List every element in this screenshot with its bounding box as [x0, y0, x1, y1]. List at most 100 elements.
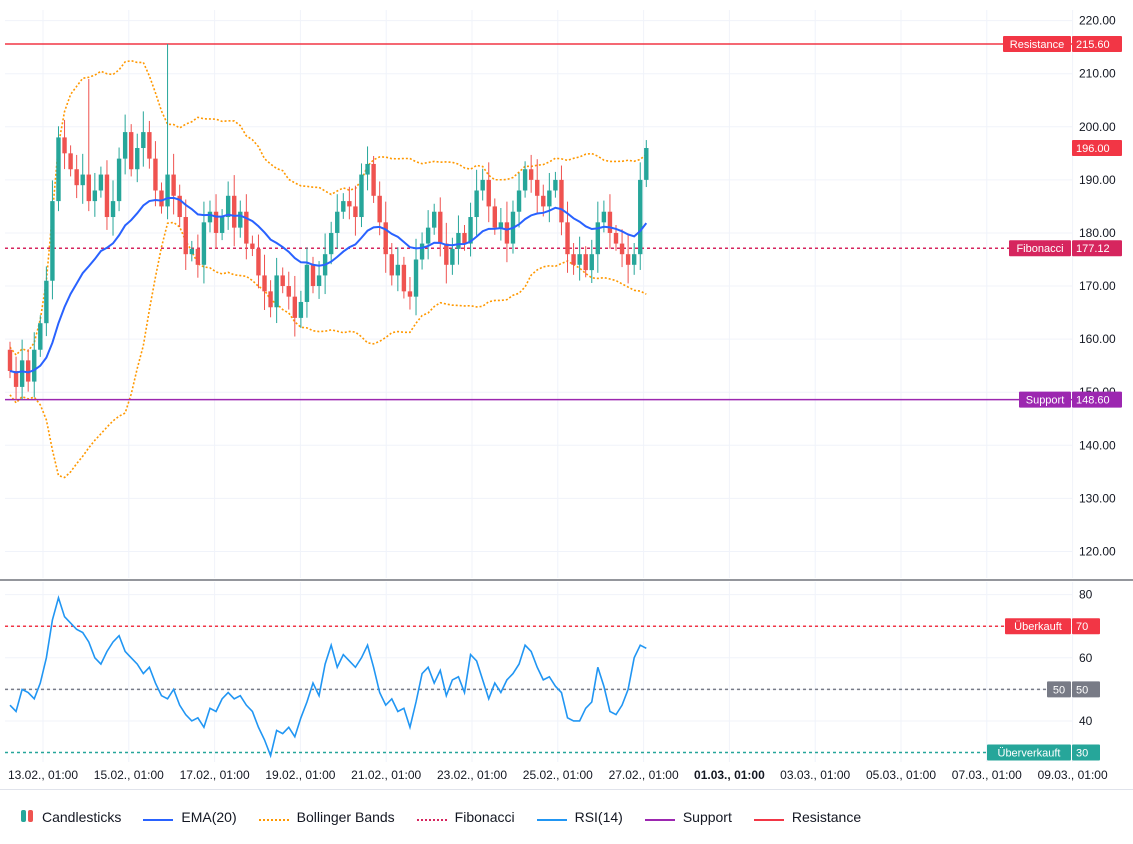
candle-body	[110, 201, 116, 218]
candle-body	[444, 243, 449, 265]
candle-body	[189, 248, 194, 255]
candle-body	[298, 301, 304, 318]
candle-body	[62, 137, 67, 154]
legend-item[interactable]: EMA(20)	[143, 809, 237, 825]
legend-item[interactable]: Support	[644, 809, 732, 825]
candle-body	[377, 195, 382, 223]
legend-item[interactable]: Fibonacci	[416, 809, 515, 825]
candle-body	[225, 195, 231, 218]
candle-body	[619, 243, 625, 255]
candle-body	[432, 211, 437, 228]
rsi-line	[9, 594, 647, 759]
candle-body	[292, 296, 298, 318]
fibonacci-name-bg	[1009, 240, 1071, 257]
candle-body	[74, 169, 79, 186]
price-tick-label: 140.00	[1079, 438, 1116, 452]
candle-body	[571, 254, 576, 265]
oversold-name-bg	[987, 744, 1071, 761]
legend-label: RSI(14)	[574, 809, 623, 825]
line-swatch-icon	[416, 809, 447, 825]
candle-body	[38, 323, 43, 350]
candle-body	[238, 211, 243, 228]
candle-body	[547, 190, 552, 207]
x-tick-label: 13.02., 01:00	[8, 768, 78, 782]
ema-line	[9, 196, 648, 374]
candle-body	[92, 190, 98, 202]
x-tick-label: 19.02., 01:00	[265, 768, 335, 782]
candle-body	[207, 211, 213, 223]
ema-20-line	[9, 196, 648, 374]
candlesticks	[7, 43, 649, 400]
legend-item[interactable]: Candlesticks	[20, 808, 121, 827]
line-swatch-icon	[644, 809, 675, 825]
x-tick-label: 15.02., 01:00	[94, 768, 164, 782]
legend-label: Support	[682, 809, 732, 825]
candle-body	[438, 211, 443, 244]
candle-body	[250, 243, 255, 249]
candle-body	[516, 190, 522, 212]
grid	[5, 10, 1074, 762]
candle-body	[286, 286, 291, 297]
candle-body	[607, 211, 613, 233]
overbought-value-label: 70	[1076, 621, 1088, 633]
legend-item[interactable]: Bollinger Bands	[258, 809, 395, 825]
candle-body	[171, 174, 176, 196]
candle-body	[50, 201, 55, 281]
candle-body	[122, 132, 128, 159]
candle-body	[492, 206, 497, 228]
legend-label: Resistance	[791, 809, 862, 825]
bollinger-bands	[9, 59, 647, 479]
candle-body	[44, 280, 49, 324]
rsi-pane	[5, 594, 1072, 759]
midline-value-label: 50	[1076, 684, 1088, 696]
candle-body	[335, 211, 340, 233]
x-tick-label: 27.02., 01:00	[609, 768, 679, 782]
candle-body	[462, 232, 467, 244]
last-price-value-bg	[1072, 140, 1122, 157]
price-tick-label: 210.00	[1079, 67, 1116, 81]
x-tick-label: 23.02., 01:00	[437, 768, 507, 782]
fibonacci-name-label: Fibonacci	[1016, 243, 1063, 255]
candle-body	[528, 169, 534, 180]
price-tick-label: 190.00	[1079, 173, 1116, 187]
candle-icon	[20, 808, 34, 827]
candle-body	[559, 179, 564, 223]
candle-body	[450, 248, 455, 265]
candle-body	[407, 291, 413, 297]
resistance-name-bg	[1003, 35, 1071, 52]
support-name-bg	[1019, 391, 1071, 408]
candle-body	[135, 148, 140, 170]
oversold-value-bg	[1072, 744, 1100, 761]
candle-body	[153, 158, 158, 191]
legend-item[interactable]: RSI(14)	[536, 809, 623, 825]
candle-body	[498, 222, 504, 228]
candle-body	[486, 179, 491, 207]
candle-body	[359, 174, 364, 218]
candle-body	[116, 158, 122, 202]
trading-chart[interactable]: 13.02., 01:00 15.02., 01:00 17.02., 01:00 1…	[0, 0, 1133, 789]
candle-body	[262, 275, 267, 292]
candle-body	[13, 370, 19, 387]
candle-body	[68, 153, 73, 170]
candle-body	[401, 264, 407, 292]
rsi-tick-label: 80	[1079, 588, 1093, 602]
candle-body	[395, 264, 401, 276]
support-value-bg	[1072, 391, 1122, 408]
candle-body	[86, 174, 91, 202]
candle-body	[177, 195, 182, 218]
line-swatch-icon	[753, 809, 784, 825]
candle-body	[625, 254, 631, 265]
legend-item[interactable]: Resistance	[753, 809, 862, 825]
price-tick-label: 120.00	[1079, 544, 1116, 558]
last-price-value-label: 196.00	[1076, 143, 1110, 155]
bollinger-lower	[9, 221, 647, 479]
candle-body	[577, 254, 582, 265]
candle-body	[353, 206, 358, 218]
candle-body	[474, 190, 479, 218]
candle-body	[165, 174, 170, 207]
candle-body	[25, 360, 31, 382]
price-tick-label: 220.00	[1079, 14, 1116, 28]
candle-body	[565, 222, 570, 255]
price-tick-label: 130.00	[1079, 491, 1116, 505]
candle-body	[268, 291, 273, 308]
